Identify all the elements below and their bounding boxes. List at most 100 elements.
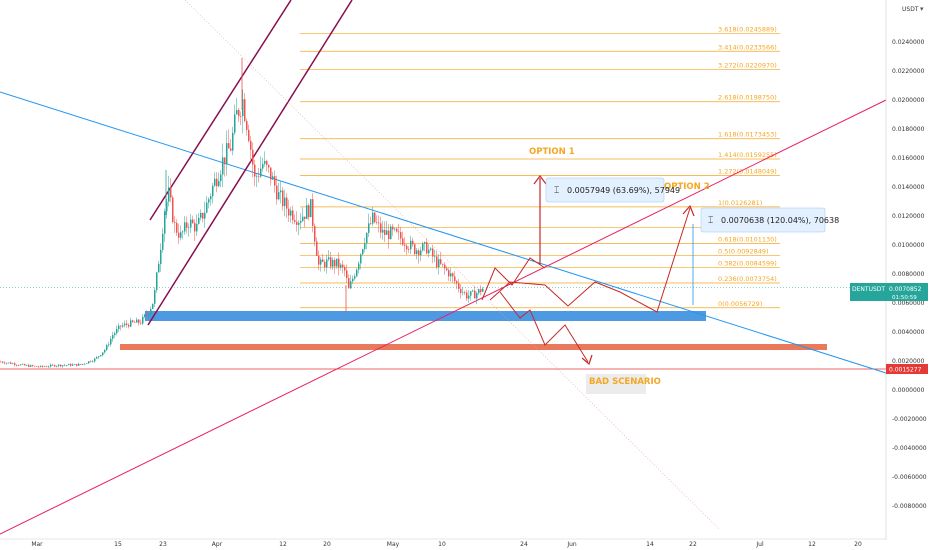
candle-body [386, 230, 388, 235]
candle-body [334, 259, 336, 267]
candle-body [446, 268, 448, 271]
candle-body [6, 362, 8, 364]
candle-body [96, 357, 98, 359]
candle-body [78, 363, 80, 366]
chevron-down-icon[interactable]: ▾ [920, 5, 924, 13]
candle-body [236, 109, 238, 115]
y-tick-label: 0.0180000 [892, 126, 925, 133]
candle-body [198, 217, 200, 224]
candle-body [114, 333, 116, 336]
candle-body [2, 361, 4, 363]
candle-body [70, 364, 72, 366]
candle-body [190, 219, 192, 228]
candle-body [406, 245, 408, 250]
candle-body [204, 212, 206, 219]
y-tick-label: 0.0080000 [892, 271, 925, 278]
candle-body [400, 232, 402, 239]
candle-body [90, 361, 92, 362]
candle-body [248, 129, 250, 141]
candle-body [186, 222, 188, 228]
x-tick-label: 10 [438, 541, 446, 548]
price-axis[interactable]: USDT ▾ 0.0240000 0.0220000 0.0200000 0.0180… [885, 0, 927, 540]
time-axis[interactable]: Mar 15 23 Apr 12 20 May 10 24 Jun 14 22 Jul 12 20 [0, 538, 886, 548]
option1-path [481, 257, 546, 301]
candle-body [322, 259, 324, 262]
fib-label: 0.382(0.0084599) [718, 259, 777, 267]
candle-body [466, 292, 468, 299]
candle-body [38, 366, 40, 368]
candle-body [312, 199, 314, 226]
fib-label: 3.618(0.0245889) [718, 25, 777, 33]
candle-body [276, 185, 278, 200]
measure-icon-2: ⌶ [708, 216, 713, 226]
current-price-value: 0.0070852 [889, 286, 922, 293]
arrow-head-icon [682, 204, 695, 217]
candle-body [326, 259, 328, 268]
candle-body [444, 264, 446, 269]
candle-body [472, 290, 474, 292]
candle-body [282, 190, 284, 207]
candle-body [368, 223, 370, 233]
candle-body [244, 99, 246, 121]
candle-body [54, 365, 56, 367]
candle-body [432, 248, 434, 257]
candle-body [246, 120, 248, 130]
candle-body [318, 255, 320, 265]
fib-label: 1(0.0126281) [718, 199, 762, 207]
candle-body [150, 308, 152, 315]
candle-body [468, 295, 470, 299]
candle-body [462, 292, 464, 293]
candle-body [224, 157, 226, 165]
x-tick-label: 24 [520, 541, 528, 548]
candle-body [26, 365, 28, 366]
candle-body [238, 109, 240, 117]
candle-body [156, 272, 158, 291]
y-tick-label: 0.0220000 [892, 68, 925, 75]
candle-body [314, 225, 316, 242]
candle-body [426, 242, 428, 254]
measure-text-1: 0.0057949 (63.69%), 57949 [567, 186, 680, 195]
candle-body [132, 320, 134, 322]
candle-body [264, 161, 266, 164]
candle-body [262, 163, 264, 169]
candle-body [216, 178, 218, 187]
candle-body [266, 161, 268, 166]
option2-path [489, 207, 691, 313]
candle-body [56, 365, 58, 367]
candle-body [76, 364, 78, 366]
candle-body [366, 232, 368, 244]
candle-body [250, 140, 252, 150]
candle-body [14, 363, 16, 365]
candle-body [86, 363, 88, 364]
candle-body [362, 249, 364, 255]
support-zone [145, 311, 706, 321]
x-tick-label: May [387, 541, 400, 548]
candle-body [280, 190, 282, 193]
candle-body [288, 208, 290, 216]
candle-body [316, 241, 318, 256]
candle-body [84, 363, 86, 365]
candle-body [480, 289, 482, 292]
channel-upper-line [149, 0, 292, 221]
candle-body [384, 229, 386, 235]
candle-body [296, 221, 298, 225]
candle-body [412, 240, 414, 245]
measure-text-2: 0.0070638 (120.04%), 70638 [721, 216, 839, 225]
current-price-tag [886, 283, 928, 301]
candle-body [278, 192, 280, 200]
candle-body [330, 257, 332, 267]
candle-body [464, 292, 466, 293]
candle-body [482, 288, 484, 292]
candle-body [350, 281, 352, 289]
candle-body [126, 323, 128, 325]
candle-body [232, 132, 234, 151]
candle-body [140, 322, 142, 324]
candle-body [396, 228, 398, 232]
candle-body [286, 197, 288, 209]
candle-body [46, 366, 48, 368]
candle-body [342, 264, 344, 268]
x-tick-label: Mar [31, 541, 43, 548]
candle-body [10, 362, 12, 364]
